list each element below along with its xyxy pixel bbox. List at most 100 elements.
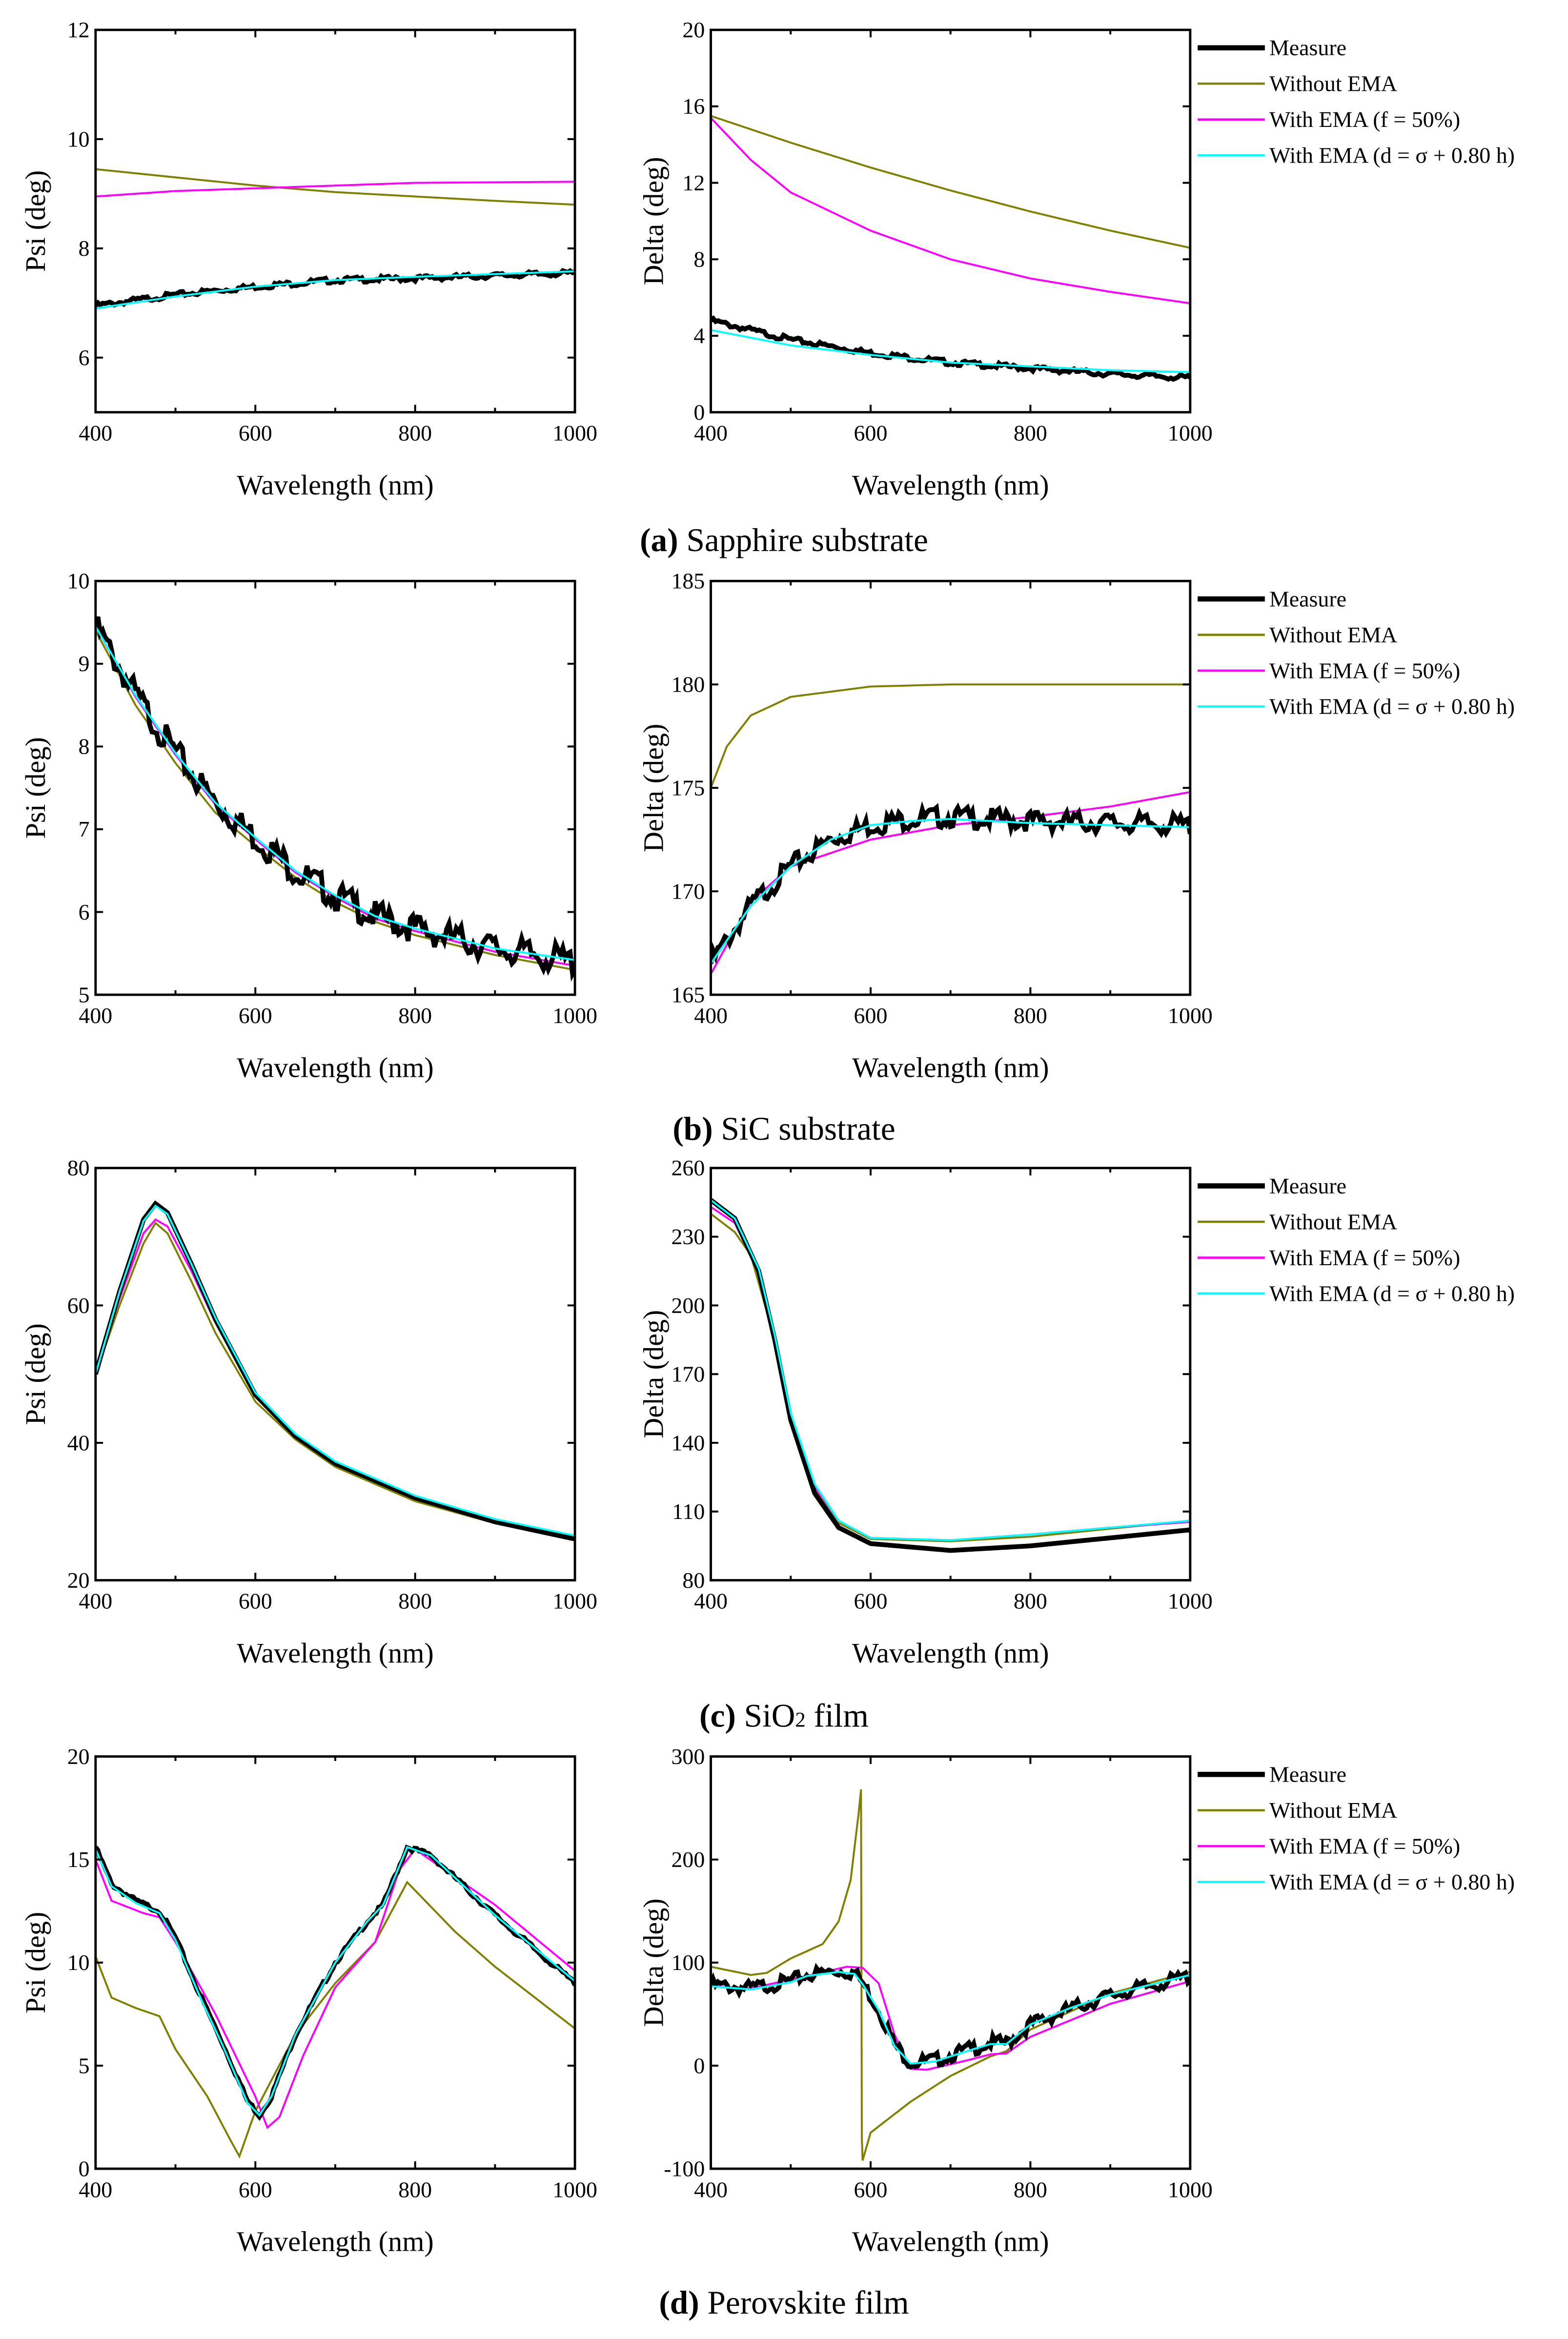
panel-caption: (a) Sapphire substrate	[640, 522, 928, 558]
x-tick-label: 400	[79, 421, 112, 446]
x-tick-label: 800	[398, 421, 432, 446]
x-axis-label: Wavelength (nm)	[237, 1637, 434, 1669]
y-axis-label: Delta (deg)	[638, 1898, 670, 2027]
legend-label: Measure	[1269, 1762, 1346, 1787]
y-tick-label: 8	[693, 247, 705, 272]
x-axis-label: Wavelength (nm)	[237, 2225, 434, 2257]
x-tick-label: 400	[79, 1003, 112, 1028]
y-tick-label: 300	[671, 1744, 705, 1769]
y-tick-label: 0	[79, 2156, 90, 2181]
x-tick-label: 600	[239, 421, 272, 446]
x-tick-label: 1000	[552, 2177, 597, 2202]
x-tick-label: 400	[694, 1003, 728, 1028]
x-tick-label: 600	[854, 1003, 888, 1028]
legend-label: Without EMA	[1269, 1209, 1397, 1234]
y-tick-label: 0	[693, 2053, 705, 2078]
series-line-measure	[711, 315, 1190, 382]
y-tick-label: 10	[67, 569, 90, 594]
x-tick-label: 800	[398, 1589, 432, 1614]
legend-label: Measure	[1269, 586, 1346, 611]
y-axis-label: Psi (deg)	[20, 1323, 51, 1425]
plot-frame	[94, 28, 576, 414]
x-tick-label: 1000	[552, 1003, 597, 1028]
y-tick-label: 5	[79, 982, 90, 1007]
legend: Measure Without EMA With EMA (f = 50%) With…	[1198, 1173, 1515, 1306]
series-line-with-ema-d-0-80-h-	[711, 1199, 1190, 1541]
y-tick-label: 9	[79, 651, 90, 676]
x-tick-label: 1000	[552, 421, 597, 446]
series-line-without-ema	[95, 1880, 575, 2159]
y-tick-label: 20	[67, 1744, 90, 1769]
x-tick-label: 400	[79, 1589, 112, 1614]
chart-panel-b-delta: 400 600 800 1000 165 170 175 180 185 Wavelength (…	[638, 569, 1515, 1084]
x-tick-label: 1000	[1168, 1589, 1213, 1614]
x-tick-label: 1000	[1168, 1003, 1213, 1028]
y-tick-label: 170	[671, 879, 705, 903]
series-line-with-ema-d-0-80-h-	[711, 329, 1190, 373]
x-tick-label: 800	[1014, 1003, 1047, 1028]
plot-frame	[94, 579, 576, 996]
y-tick-label: 20	[682, 18, 705, 42]
series-line-without-ema	[95, 1221, 575, 1540]
caption-text: SiC substrate	[713, 1110, 896, 1147]
x-tick-label: 600	[854, 2177, 888, 2202]
y-tick-label: 110	[672, 1499, 705, 1524]
y-tick-label: 100	[671, 1950, 705, 1975]
y-tick-label: 80	[67, 1155, 90, 1180]
legend-label: With EMA (f = 50%)	[1269, 658, 1460, 683]
series-line-measure	[95, 1200, 575, 1541]
y-tick-label: 260	[671, 1155, 705, 1180]
chart-panel-d-psi: 400 600 800 1000 0 5 10 15 20 Wavelength (nm) Psi …	[20, 1744, 597, 2257]
x-tick-label: 400	[694, 1589, 728, 1614]
series-line-with-ema-d-0-80-h-	[711, 818, 1190, 964]
series-line-with-ema-d-0-80-h-	[95, 270, 575, 309]
y-tick-label: 185	[671, 569, 705, 594]
x-tick-label: 1000	[1168, 421, 1213, 446]
x-tick-label: 800	[398, 2177, 432, 2202]
y-tick-label: -100	[664, 2156, 705, 2181]
y-tick-label: 180	[671, 672, 705, 697]
y-axis-label: Delta (deg)	[638, 1310, 670, 1438]
legend: Measure Without EMA With EMA (f = 50%) With…	[1198, 1762, 1515, 1894]
x-tick-label: 1000	[552, 1589, 597, 1614]
series-line-without-ema	[711, 115, 1190, 249]
y-tick-label: 5	[79, 2053, 90, 2078]
y-tick-label: 175	[671, 775, 705, 800]
plot-frame	[710, 28, 1192, 414]
caption-text: SiO	[736, 1697, 795, 1734]
legend-label: With EMA (d = σ + 0.80 h)	[1269, 1281, 1515, 1306]
legend-label: With EMA (d = σ + 0.80 h)	[1269, 694, 1515, 719]
y-tick-label: 230	[671, 1224, 705, 1249]
y-tick-label: 12	[67, 18, 90, 42]
y-axis-label: Psi (deg)	[20, 1912, 51, 2013]
series-line-with-ema-f-50-	[95, 1847, 575, 2130]
x-axis-label: Wavelength (nm)	[852, 1051, 1049, 1083]
y-tick-label: 10	[67, 126, 90, 151]
legend-label: With EMA (d = σ + 0.80 h)	[1269, 143, 1515, 168]
y-tick-label: 8	[79, 236, 90, 261]
x-tick-label: 600	[239, 2177, 272, 2202]
y-tick-label: 20	[67, 1568, 90, 1593]
x-tick-label: 1000	[1168, 2177, 1213, 2202]
y-tick-label: 6	[79, 900, 90, 924]
x-tick-label: 600	[239, 1589, 272, 1614]
panel-caption: (d) Perovskite film	[659, 2284, 909, 2321]
x-tick-label: 800	[1014, 2177, 1047, 2202]
legend-label: Without EMA	[1269, 1798, 1397, 1823]
series-line-with-ema-f-50-	[95, 181, 575, 198]
legend-label: With EMA (f = 50%)	[1269, 1833, 1460, 1858]
y-tick-label: 6	[79, 345, 90, 370]
x-tick-label: 800	[1014, 1589, 1047, 1614]
series-line-with-ema-d-0-80-h-	[95, 626, 575, 961]
y-tick-label: 12	[682, 170, 705, 195]
chart-panel-c-psi: 400 600 800 1000 20 40 60 80 Wavelength (nm) Psi …	[20, 1155, 597, 1669]
y-tick-label: 170	[671, 1362, 705, 1387]
series-line-measure	[711, 801, 1190, 964]
chart-panel-b-psi: 400 600 800 1000 5 6 7 8 9 10 Wavelength (nm) Psi (…	[20, 569, 597, 1084]
y-tick-label: 4	[693, 323, 705, 348]
series-line-with-ema-f-50-	[711, 117, 1190, 305]
y-tick-label: 16	[682, 94, 705, 119]
legend-label: With EMA (d = σ + 0.80 h)	[1269, 1869, 1515, 1894]
legend-label: Without EMA	[1269, 71, 1397, 96]
